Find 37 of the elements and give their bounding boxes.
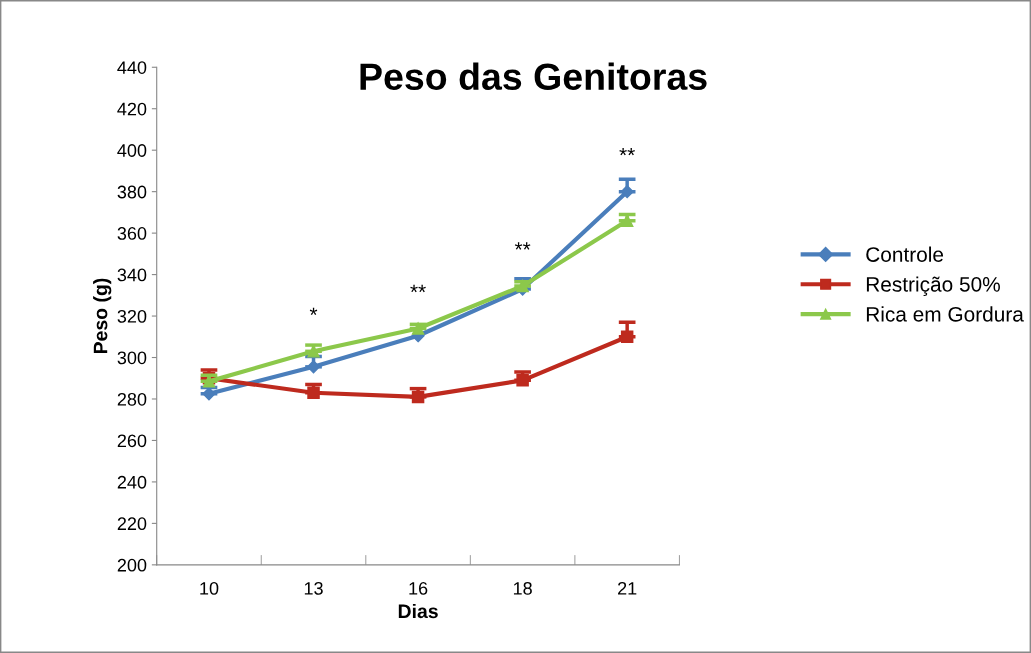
y-tick-label: 420 <box>117 102 147 116</box>
legend-label: Restrição 50% <box>866 276 1000 296</box>
y-tick-label: 300 <box>117 351 147 365</box>
point <box>202 387 216 401</box>
point <box>411 390 425 404</box>
point <box>516 374 529 387</box>
annotation: * <box>309 307 318 315</box>
annotation: ** <box>619 147 635 156</box>
y-tick-label: 320 <box>117 309 147 323</box>
x-tick-label: 13 <box>304 581 323 595</box>
point <box>620 185 634 199</box>
y-tick-label: 380 <box>117 185 147 199</box>
y-tick-label: 200 <box>117 558 147 572</box>
point <box>620 330 634 344</box>
legend-label: Controle <box>866 246 944 262</box>
y-tick-label: 240 <box>117 475 147 489</box>
point <box>307 386 320 400</box>
y-tick-label: 220 <box>117 517 147 531</box>
x-tick-label: 18 <box>513 581 532 595</box>
y-tick-label: 260 <box>117 434 147 448</box>
y-tick-label: 440 <box>117 61 147 74</box>
y-tick-label: 400 <box>117 144 147 157</box>
x-tick-label: 10 <box>200 581 219 595</box>
x-tick-label: 16 <box>409 581 428 595</box>
y-tick-label: 340 <box>117 268 147 282</box>
x-tick-label: 21 <box>618 581 637 595</box>
y-axis-title: Peso (g) <box>93 278 112 354</box>
annotation: ** <box>410 284 426 293</box>
annotation: ** <box>514 242 531 250</box>
point <box>620 214 634 227</box>
y-tick-label: 280 <box>117 392 147 406</box>
point <box>306 360 321 374</box>
x-axis-title: Dias <box>398 603 438 619</box>
point <box>411 322 425 335</box>
chart-title: Peso das Genitoras <box>360 62 707 91</box>
y-tick-label: 360 <box>117 227 147 240</box>
legend-label: Rica em Gordura <box>866 306 1024 322</box>
